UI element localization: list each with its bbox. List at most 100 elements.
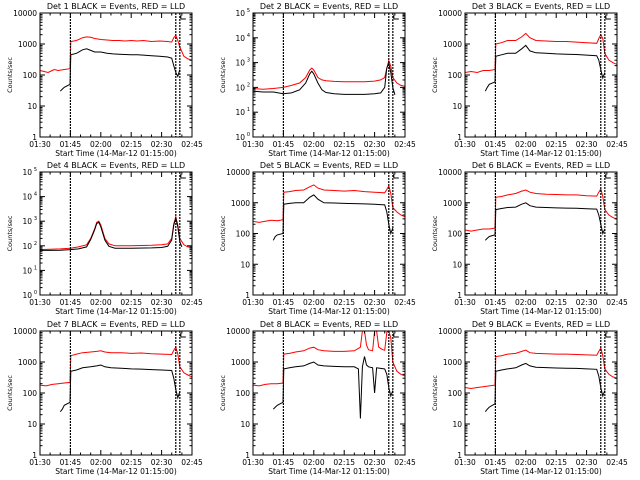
y-tick-label: 0 [34, 290, 37, 296]
x-tick-label: 01:30 [242, 140, 264, 149]
y-tick-label: 1000 [443, 40, 462, 49]
y-axis-label: Counts/sec [219, 375, 227, 411]
y-tick-label: 1 [457, 291, 462, 300]
y-tick-label: 2 [34, 241, 37, 247]
y-axis-label: Counts/sec [431, 57, 439, 93]
y-axis-label: Counts/sec [431, 215, 439, 251]
x-tick-label: 02:45 [181, 458, 203, 467]
y-tick-label: 1 [32, 451, 37, 460]
y-tick-label: 1 [457, 133, 462, 142]
y-tick-label: 4 [34, 192, 37, 198]
series-line-lld [464, 187, 618, 232]
y-tick-base: 10 [235, 34, 245, 43]
plot-frame [252, 12, 406, 138]
x-tick-label: 02:15 [333, 140, 355, 149]
y-tick-label: 10000 [13, 9, 37, 18]
chart-title: Det 8 BLACK = Events, RED = LLD [260, 320, 398, 329]
x-tick-label: 02:00 [90, 140, 112, 149]
y-axis-label: Counts/sec [431, 375, 439, 411]
x-tick-label: 01:30 [29, 298, 51, 307]
x-tick-label: 02:15 [333, 458, 355, 467]
y-axis-label: Counts/sec [6, 57, 14, 93]
x-tick-label: 01:45 [60, 140, 82, 149]
y-tick-label: 100 [448, 389, 463, 398]
bracket-mark [393, 333, 399, 338]
y-tick-label: 1 [247, 107, 250, 113]
series-line-events [40, 216, 183, 251]
chart-panel-8: Det 8 BLACK = Events, RED = LLD 1 10 100 100… [219, 320, 416, 476]
y-tick-label: 5 [34, 167, 37, 173]
chart-title: Det 3 BLACK = Events, RED = LLD [472, 2, 610, 11]
x-tick-label: 02:15 [120, 298, 142, 307]
x-tick-label: 01:45 [485, 140, 507, 149]
x-tick-label: 02:00 [303, 140, 325, 149]
x-tick-label: 02:15 [545, 458, 567, 467]
y-tick-label: 1 [245, 451, 250, 460]
y-tick-label: 4 [247, 33, 250, 39]
chart-panel-7: Det 7 BLACK = Events, RED = LLD 1 10 100 100… [6, 320, 203, 476]
bracket-mark [180, 15, 186, 20]
y-tick-label: 100 [236, 230, 251, 239]
series-line-lld [252, 58, 406, 90]
y-tick-label: 1 [245, 291, 250, 300]
x-tick-label: 02:30 [364, 458, 386, 467]
x-tick-label: 01:45 [485, 458, 507, 467]
x-tick-label: 01:30 [454, 458, 476, 467]
y-tick-base: 10 [22, 242, 32, 251]
chart-title: Det 2 BLACK = Events, RED = LLD [260, 2, 398, 11]
x-tick-label: 02:30 [576, 298, 598, 307]
series-line-events [484, 44, 606, 92]
chart-panel-9: Det 9 BLACK = Events, RED = LLD 1 10 100 100… [431, 320, 628, 476]
chart-title: Det 1 BLACK = Events, RED = LLD [47, 2, 185, 11]
x-tick-label: 01:45 [273, 298, 295, 307]
y-tick-label: 10000 [438, 327, 462, 336]
y-tick-label: 10 [240, 420, 250, 429]
x-tick-label: 02:00 [515, 298, 537, 307]
chart-panel-1: Det 1 BLACK = Events, RED = LLD 1 10 100 100… [6, 2, 203, 158]
x-tick-label: 01:45 [60, 298, 82, 307]
x-tick-label: 02:00 [303, 298, 325, 307]
y-tick-base: 10 [235, 59, 245, 68]
y-tick-label: 100 [23, 71, 38, 80]
x-tick-label: 02:30 [576, 140, 598, 149]
y-axis-label: Counts/sec [6, 375, 14, 411]
plot-frame [39, 330, 193, 456]
x-axis-label: Start Time (14-Mar-12 01:15:00) [268, 307, 390, 316]
x-axis-label: Start Time (14-Mar-12 01:15:00) [55, 467, 177, 476]
x-tick-label: 02:45 [606, 298, 628, 307]
series-line-lld [252, 184, 406, 223]
x-tick-label: 02:30 [151, 140, 173, 149]
bracket-mark [393, 15, 399, 20]
x-tick-label: 02:15 [333, 298, 355, 307]
bracket-mark [605, 15, 611, 20]
x-tick-label: 02:15 [545, 140, 567, 149]
y-tick-label: 3 [34, 216, 37, 222]
x-tick-label: 02:00 [303, 458, 325, 467]
x-tick-label: 02:45 [181, 140, 203, 149]
y-tick-label: 1000 [231, 358, 250, 367]
x-axis-label: Start Time (14-Mar-12 01:15:00) [480, 307, 602, 316]
plot-frame [39, 171, 193, 296]
chart-title: Det 7 BLACK = Events, RED = LLD [47, 320, 185, 329]
y-axis-label: Counts/sec [219, 215, 227, 251]
series-line-lld [252, 330, 406, 387]
chart-panel-5: Det 5 BLACK = Events, RED = LLD 1 10 100 100… [219, 161, 416, 316]
x-tick-label: 02:30 [364, 140, 386, 149]
series-line-events [59, 48, 181, 92]
y-tick-base: 10 [22, 217, 32, 226]
x-tick-label: 01:30 [242, 458, 264, 467]
x-tick-label: 02:45 [606, 458, 628, 467]
chart-title: Det 5 BLACK = Events, RED = LLD [260, 161, 398, 170]
bracket-mark [605, 174, 611, 179]
y-axis-label: Counts/sec [6, 215, 14, 251]
series-line-events [272, 194, 394, 241]
chart-title: Det 9 BLACK = Events, RED = LLD [472, 320, 610, 329]
series-line-events [272, 356, 394, 419]
y-tick-label: 0 [247, 132, 250, 138]
y-tick-label: 1 [34, 265, 37, 271]
x-tick-label: 01:45 [60, 458, 82, 467]
x-tick-label: 02:00 [515, 140, 537, 149]
x-axis-label: Start Time (14-Mar-12 01:15:00) [268, 149, 390, 158]
y-tick-base: 10 [22, 266, 32, 275]
y-tick-label: 10 [452, 260, 462, 269]
